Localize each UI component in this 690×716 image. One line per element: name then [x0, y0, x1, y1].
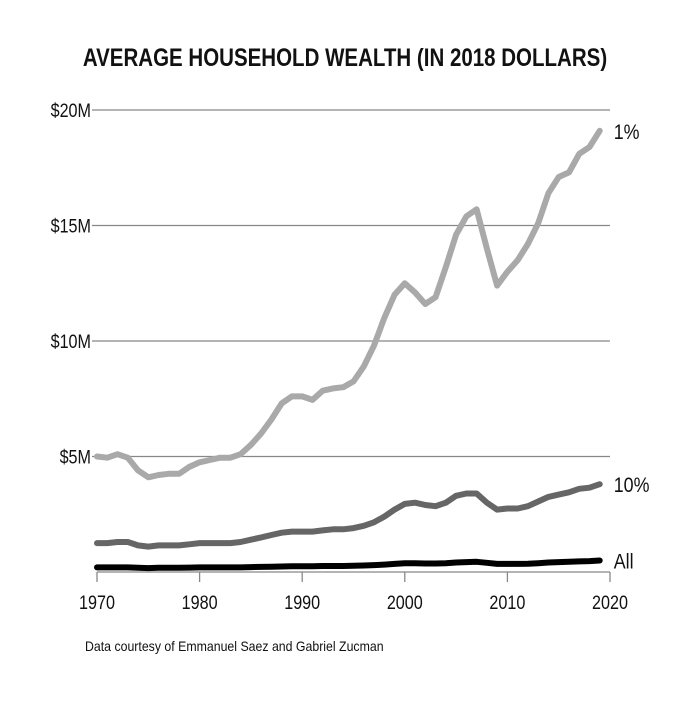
x-tick-label: 2020 — [592, 592, 628, 614]
series-line-0 — [94, 127, 603, 481]
x-tick-label: 2000 — [387, 592, 423, 614]
x-tick-label: 1980 — [182, 592, 218, 614]
y-tick-label: $5M — [60, 446, 91, 468]
chart-title: AVERAGE HOUSEHOLD WEALTH (IN 2018 DOLLAR… — [82, 44, 608, 72]
series-line-2 — [94, 557, 603, 572]
x-tick-label: 1990 — [284, 592, 320, 614]
y-tick-label: $20M — [51, 100, 91, 122]
source-note: Data courtesy of Emmanuel Saez and Gabri… — [85, 638, 384, 654]
x-tick-label: 1970 — [79, 592, 115, 614]
series-label: 10% — [614, 474, 650, 498]
y-tick-label: $10M — [51, 331, 91, 353]
y-tick-label: $15M — [51, 215, 91, 237]
series-label: All — [614, 550, 634, 574]
series-line-1 — [94, 481, 603, 550]
series-label: 1% — [614, 120, 640, 144]
x-tick-label: 2010 — [489, 592, 525, 614]
